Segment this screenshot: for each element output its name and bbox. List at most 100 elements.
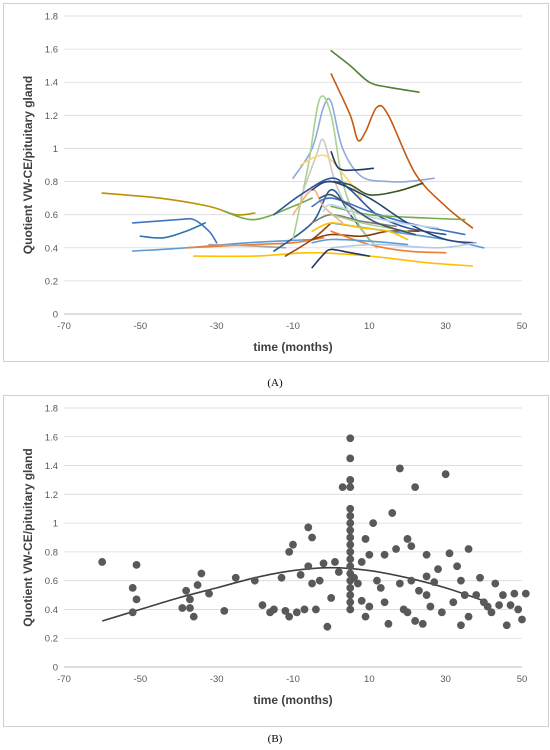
data-point — [331, 558, 339, 566]
data-point — [178, 604, 187, 612]
y-tick-label: 0.8 — [45, 177, 58, 188]
data-point — [346, 547, 355, 556]
data-point — [327, 594, 336, 602]
data-point — [403, 535, 412, 543]
data-point — [499, 591, 507, 599]
data-point — [357, 596, 366, 605]
x-tick-label: -50 — [133, 674, 147, 685]
trendline — [101, 566, 485, 622]
data-point — [346, 583, 355, 592]
data-point — [346, 562, 355, 571]
data-point — [289, 540, 297, 549]
caption-a: (A) — [267, 377, 283, 389]
y-tick-label: 0 — [53, 310, 58, 321]
x-tick-label: 10 — [364, 321, 375, 332]
data-point — [319, 559, 328, 568]
data-point — [346, 540, 355, 549]
data-point — [308, 579, 316, 588]
x-tick-label: 50 — [517, 674, 528, 685]
data-point — [346, 483, 355, 492]
data-point — [395, 579, 404, 588]
data-point — [205, 589, 213, 598]
data-point — [380, 598, 389, 607]
series-line — [330, 73, 474, 229]
data-point — [346, 598, 355, 607]
data-point — [197, 569, 206, 578]
data-point — [403, 608, 412, 617]
data-point — [518, 615, 526, 624]
data-point — [315, 576, 324, 585]
data-point — [487, 608, 496, 617]
y-tick-label: 1.2 — [45, 111, 58, 122]
data-point — [422, 572, 431, 581]
data-point — [495, 601, 503, 610]
data-point — [510, 589, 519, 598]
x-tick-label: -70 — [57, 321, 71, 332]
data-point — [514, 605, 523, 614]
data-point — [304, 523, 313, 532]
series-line — [311, 222, 409, 241]
data-point — [365, 550, 374, 559]
data-point — [304, 562, 313, 571]
data-point — [338, 483, 347, 492]
data-point — [415, 586, 423, 595]
data-point — [411, 483, 420, 492]
data-point — [270, 605, 278, 614]
chart-panel-b: 0 0.2 0.4 0.6 0.8 1 1.2 1.4 1.6 1.8 -70 -50 -30 -10 10… — [3, 395, 549, 727]
data-point — [483, 602, 492, 611]
data-point — [445, 549, 454, 558]
line-chart-a: 0 0.2 0.4 0.6 0.8 1 1.2 1.4 1.6 1.8 -70 -50 -30 -10 10… — [21, 12, 528, 355]
data-point — [365, 602, 374, 611]
data-point — [407, 542, 416, 551]
data-point — [361, 535, 370, 543]
data-point — [334, 568, 343, 576]
x-axis-title: time (months) — [253, 340, 332, 354]
series-line — [311, 230, 420, 241]
y-tick-label: 1.4 — [45, 78, 58, 89]
data-point — [457, 621, 465, 630]
y-tick-label: 0.2 — [45, 276, 58, 287]
data-point — [128, 583, 137, 592]
data-point — [449, 598, 458, 607]
data-point — [346, 434, 355, 443]
data-point — [384, 619, 393, 628]
data-point — [441, 470, 450, 479]
data-point — [422, 550, 431, 559]
data-point — [353, 579, 362, 588]
data-point — [464, 545, 473, 553]
x-tick-label: -10 — [286, 674, 300, 685]
series-line — [101, 192, 256, 216]
data-point — [350, 573, 358, 582]
data-point — [250, 576, 259, 585]
data-point — [418, 619, 427, 628]
caption-b: (B) — [267, 733, 283, 745]
data-point — [460, 591, 469, 599]
data-point — [376, 583, 385, 592]
data-point — [426, 602, 435, 611]
y-tick-label: 1.4 — [45, 461, 58, 472]
data-point — [285, 612, 294, 621]
x-tick-label: -50 — [133, 321, 147, 332]
y-tick-label: 0.4 — [45, 605, 58, 616]
data-point — [296, 571, 305, 579]
data-point — [258, 601, 267, 610]
data-point — [98, 558, 107, 566]
data-point — [292, 608, 301, 617]
data-point — [457, 576, 465, 585]
data-point — [346, 454, 355, 463]
x-tick-label: -70 — [57, 674, 71, 685]
x-tick-label: 50 — [517, 321, 528, 332]
y-tick-label: 0.8 — [45, 547, 58, 558]
y-tick-label: 0.2 — [45, 634, 58, 645]
series-line — [330, 230, 447, 254]
data-point — [231, 573, 240, 582]
series-line — [311, 248, 371, 269]
data-point — [186, 604, 194, 612]
data-point — [464, 612, 473, 621]
data-point — [300, 605, 309, 614]
y-tick-label: 1.2 — [45, 490, 58, 501]
data-point — [476, 573, 484, 582]
y-axis-title: Quotient VW-CE/pituitary gland — [21, 76, 35, 254]
y-tick-label: 1.8 — [45, 12, 58, 23]
data-point — [361, 612, 370, 621]
